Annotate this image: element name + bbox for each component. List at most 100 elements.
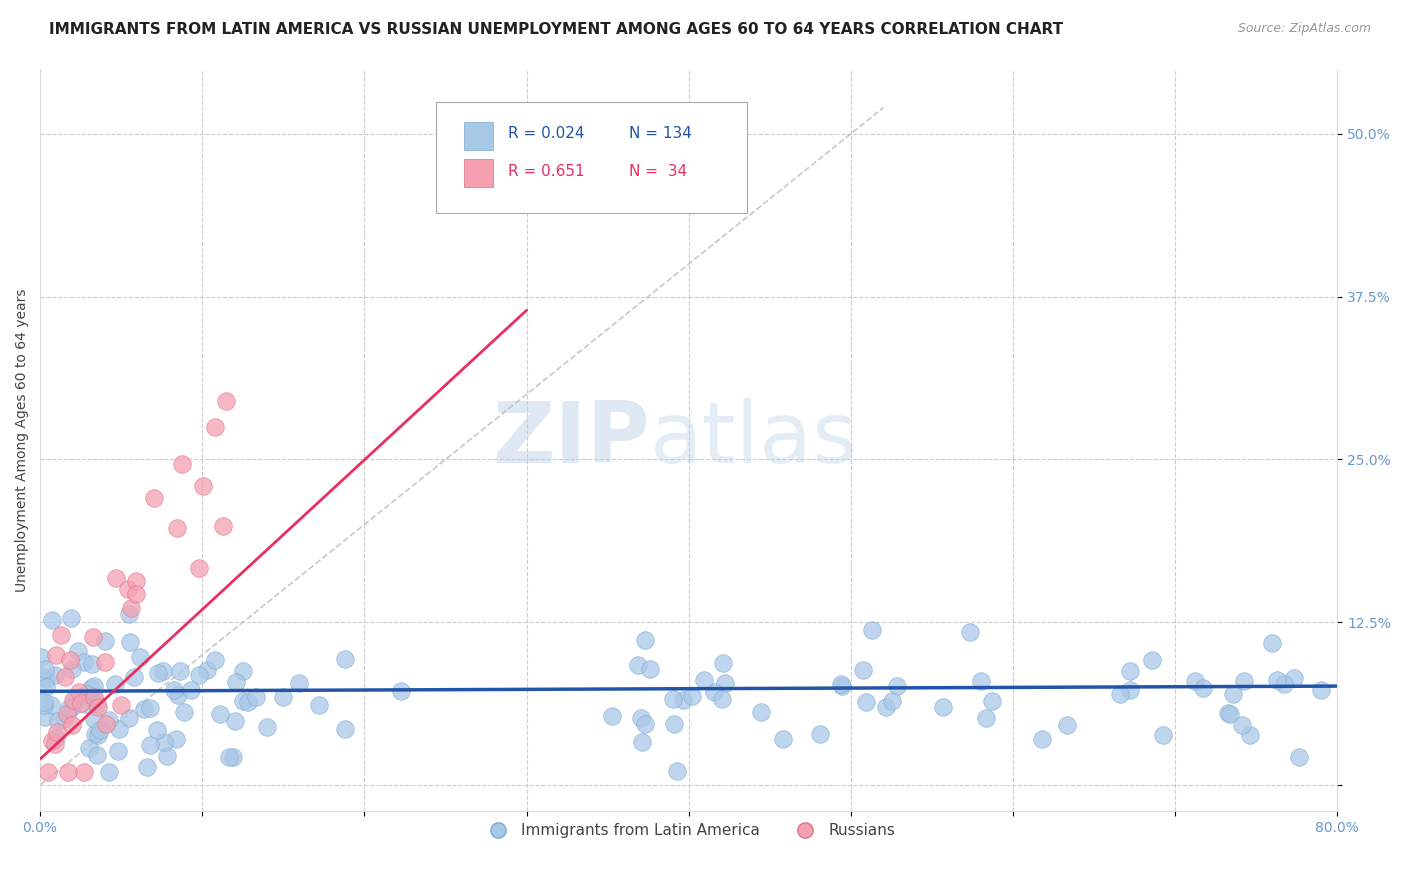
Point — [852, 663, 875, 677]
Point — [165, 732, 187, 747]
Point — [1282, 671, 1305, 685]
Point — [180, 682, 202, 697]
Legend: Immigrants from Latin America, Russians: Immigrants from Latin America, Russians — [477, 817, 901, 845]
Point — [1056, 717, 1078, 731]
Point — [886, 679, 908, 693]
Point — [215, 393, 238, 408]
Point — [981, 694, 1004, 708]
Point — [138, 701, 160, 715]
Point — [87, 700, 110, 714]
Point — [287, 675, 309, 690]
Point — [256, 720, 278, 734]
Point — [69, 690, 91, 704]
Point — [143, 491, 166, 505]
Point — [600, 708, 623, 723]
Point — [1288, 750, 1310, 764]
Point — [173, 706, 195, 720]
Point — [83, 690, 105, 705]
Point — [1108, 687, 1130, 701]
Point — [1192, 681, 1215, 695]
Point — [166, 520, 188, 534]
Point — [772, 731, 794, 746]
Point — [167, 688, 190, 702]
Point — [1118, 664, 1140, 678]
Point — [44, 668, 66, 682]
Point — [86, 747, 108, 762]
Point — [84, 727, 107, 741]
Point — [35, 673, 58, 687]
Point — [153, 735, 176, 749]
Point — [32, 698, 55, 712]
Point — [30, 649, 52, 664]
Point — [932, 700, 955, 714]
Point — [82, 630, 104, 644]
Text: R = 0.651: R = 0.651 — [509, 163, 585, 178]
Point — [94, 655, 117, 669]
Point — [58, 701, 80, 715]
Point — [86, 728, 108, 742]
Point — [107, 722, 129, 736]
Text: R = 0.024: R = 0.024 — [509, 127, 585, 141]
Point — [73, 697, 96, 711]
Point — [145, 723, 167, 737]
Point — [172, 457, 194, 471]
Point — [211, 518, 233, 533]
Point — [39, 698, 62, 712]
Point — [187, 560, 209, 574]
Point — [860, 623, 883, 637]
Point — [1261, 635, 1284, 649]
Point — [122, 670, 145, 684]
Point — [110, 698, 132, 713]
Point — [156, 749, 179, 764]
Point — [37, 765, 59, 780]
Text: N =  34: N = 34 — [628, 163, 688, 178]
Text: ZIP: ZIP — [492, 399, 650, 482]
Point — [714, 676, 737, 690]
Point — [34, 710, 56, 724]
Point — [634, 717, 657, 731]
Text: atlas: atlas — [650, 399, 858, 482]
Point — [666, 764, 689, 778]
Point — [66, 643, 89, 657]
Point — [1219, 707, 1241, 722]
Point — [1239, 728, 1261, 742]
Point — [120, 634, 142, 648]
Point — [117, 582, 139, 597]
Point — [98, 713, 121, 727]
Point — [218, 750, 240, 764]
Point — [53, 712, 76, 726]
Text: IMMIGRANTS FROM LATIN AMERICA VS RUSSIAN UNEMPLOYMENT AMONG AGES 60 TO 64 YEARS : IMMIGRANTS FROM LATIN AMERICA VS RUSSIAN… — [49, 22, 1063, 37]
Point — [710, 692, 733, 706]
Point — [135, 760, 157, 774]
Point — [56, 765, 79, 780]
Point — [107, 744, 129, 758]
Point — [711, 656, 734, 670]
Point — [855, 695, 877, 709]
Point — [191, 479, 214, 493]
Point — [308, 698, 330, 712]
Point — [808, 727, 831, 741]
Point — [125, 587, 148, 601]
Point — [45, 725, 67, 739]
Point — [83, 679, 105, 693]
Point — [96, 716, 118, 731]
Point — [76, 687, 98, 701]
Point — [830, 677, 852, 691]
Text: Source: ZipAtlas.com: Source: ZipAtlas.com — [1237, 22, 1371, 36]
Point — [970, 674, 993, 689]
Point — [1216, 706, 1239, 720]
Point — [1222, 686, 1244, 700]
Point — [60, 718, 83, 732]
Point — [83, 712, 105, 726]
Point — [1274, 677, 1296, 691]
Point — [134, 701, 156, 715]
Point — [89, 723, 111, 738]
Point — [333, 722, 356, 736]
Point — [1031, 731, 1053, 746]
Point — [271, 690, 294, 704]
Point — [148, 665, 170, 680]
Point — [82, 689, 104, 703]
Point — [44, 737, 66, 751]
Point — [1265, 673, 1288, 687]
Point — [49, 628, 72, 642]
